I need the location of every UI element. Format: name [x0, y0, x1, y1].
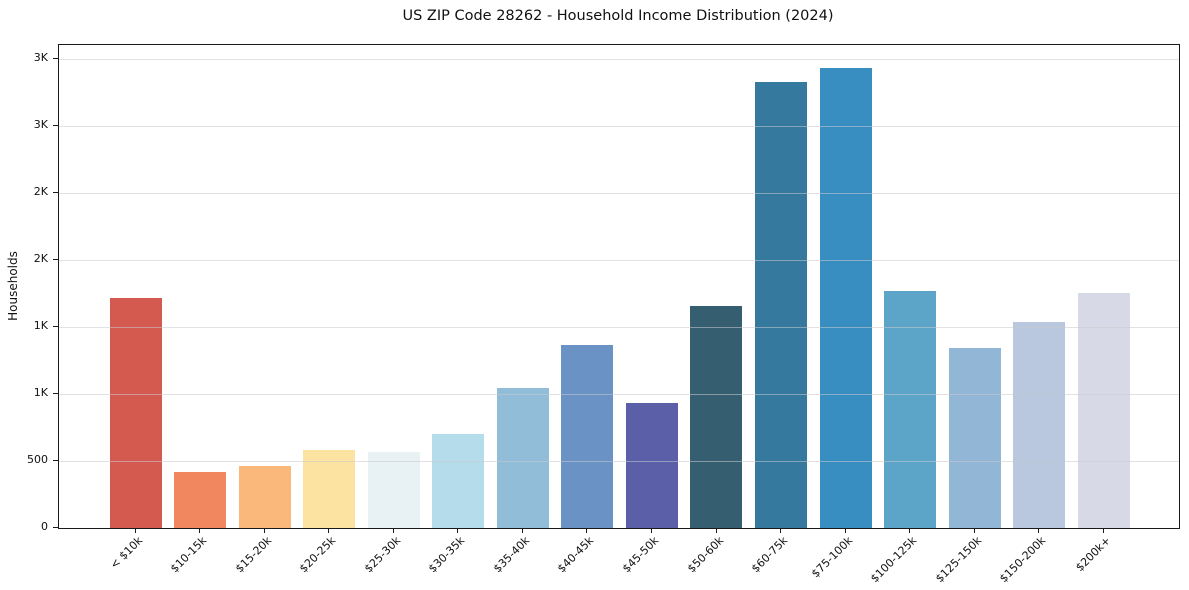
- bar: [109, 297, 162, 528]
- bar: [690, 305, 743, 528]
- x-tick-mark: [1102, 528, 1104, 533]
- x-tick-label: $200k+: [1072, 534, 1113, 575]
- x-tick-label: < $10k: [107, 534, 145, 572]
- bar: [948, 347, 1001, 528]
- x-tick-mark: [1038, 528, 1040, 533]
- y-tick-label: 1K: [33, 386, 48, 400]
- chart-title: US ZIP Code 28262 - Household Income Dis…: [402, 8, 834, 24]
- x-tick-label: $50-60k: [684, 534, 726, 576]
- x-tick-label: $35-40k: [490, 534, 533, 576]
- x-tick-label: $10-15k: [168, 534, 210, 576]
- y-tick-label: 500: [27, 453, 48, 466]
- gridline: [59, 126, 1179, 128]
- x-tick-label: $45-50k: [619, 534, 662, 576]
- bar: [238, 466, 291, 528]
- bar: [819, 68, 872, 528]
- bar: [561, 345, 614, 528]
- x-tick-mark: [392, 528, 394, 533]
- x-tick-mark: [263, 528, 265, 533]
- x-tick-mark: [328, 528, 330, 533]
- bar: [174, 471, 227, 528]
- bar: [625, 402, 678, 528]
- y-tick-mark: [53, 393, 58, 395]
- bar: [1013, 322, 1066, 528]
- x-tick-mark: [973, 528, 975, 533]
- gridline: [59, 59, 1179, 61]
- x-tick-label: $150-200k: [997, 534, 1049, 586]
- bar: [1077, 292, 1130, 528]
- y-tick-mark: [53, 259, 58, 261]
- x-tick-mark: [650, 528, 652, 533]
- y-tick-mark: [53, 125, 58, 127]
- x-tick-label: $25-30k: [361, 534, 403, 576]
- x-tick-mark: [715, 528, 717, 533]
- x-tick-label: $20-25k: [297, 534, 339, 576]
- x-tick-label: $60-75k: [748, 534, 791, 576]
- y-tick-label: 0: [41, 520, 48, 533]
- x-tick-mark: [457, 528, 459, 533]
- gridline: [59, 461, 1179, 462]
- x-tick-mark: [521, 528, 523, 533]
- x-tick-label: $30-35k: [426, 534, 468, 576]
- plot-area: [58, 44, 1180, 529]
- x-tick-mark: [134, 528, 136, 533]
- y-tick-label: 1K: [33, 319, 48, 333]
- x-tick-mark: [844, 528, 846, 533]
- y-tick-mark: [53, 527, 58, 528]
- x-tick-label: $40-45k: [555, 534, 597, 576]
- y-tick-label: 2K: [33, 252, 48, 266]
- bar: [367, 452, 420, 528]
- bar: [755, 82, 807, 528]
- y-tick-mark: [53, 326, 58, 328]
- y-tick-mark: [53, 192, 58, 194]
- gridline: [59, 394, 1179, 396]
- y-tick-label: 2K: [33, 185, 48, 199]
- gridline: [59, 193, 1179, 195]
- y-tick-label: 3K: [33, 118, 48, 132]
- x-tick-mark: [780, 528, 781, 533]
- y-tick-label: 3K: [33, 51, 48, 65]
- x-tick-label: $125-150k: [932, 534, 984, 586]
- bar: [432, 433, 485, 528]
- gridline: [59, 327, 1179, 329]
- bar: [884, 290, 937, 528]
- y-tick-mark: [53, 460, 58, 461]
- x-tick-label: $75-100k: [808, 534, 855, 581]
- y-tick-mark: [53, 58, 58, 60]
- bar: [303, 449, 356, 528]
- x-tick-mark: [909, 528, 911, 533]
- x-tick-label: $100-125k: [868, 534, 920, 586]
- x-tick-label: $15-20k: [232, 534, 274, 576]
- x-tick-mark: [586, 528, 588, 533]
- gridline: [59, 260, 1179, 262]
- bar: [496, 387, 549, 528]
- x-tick-mark: [199, 528, 201, 533]
